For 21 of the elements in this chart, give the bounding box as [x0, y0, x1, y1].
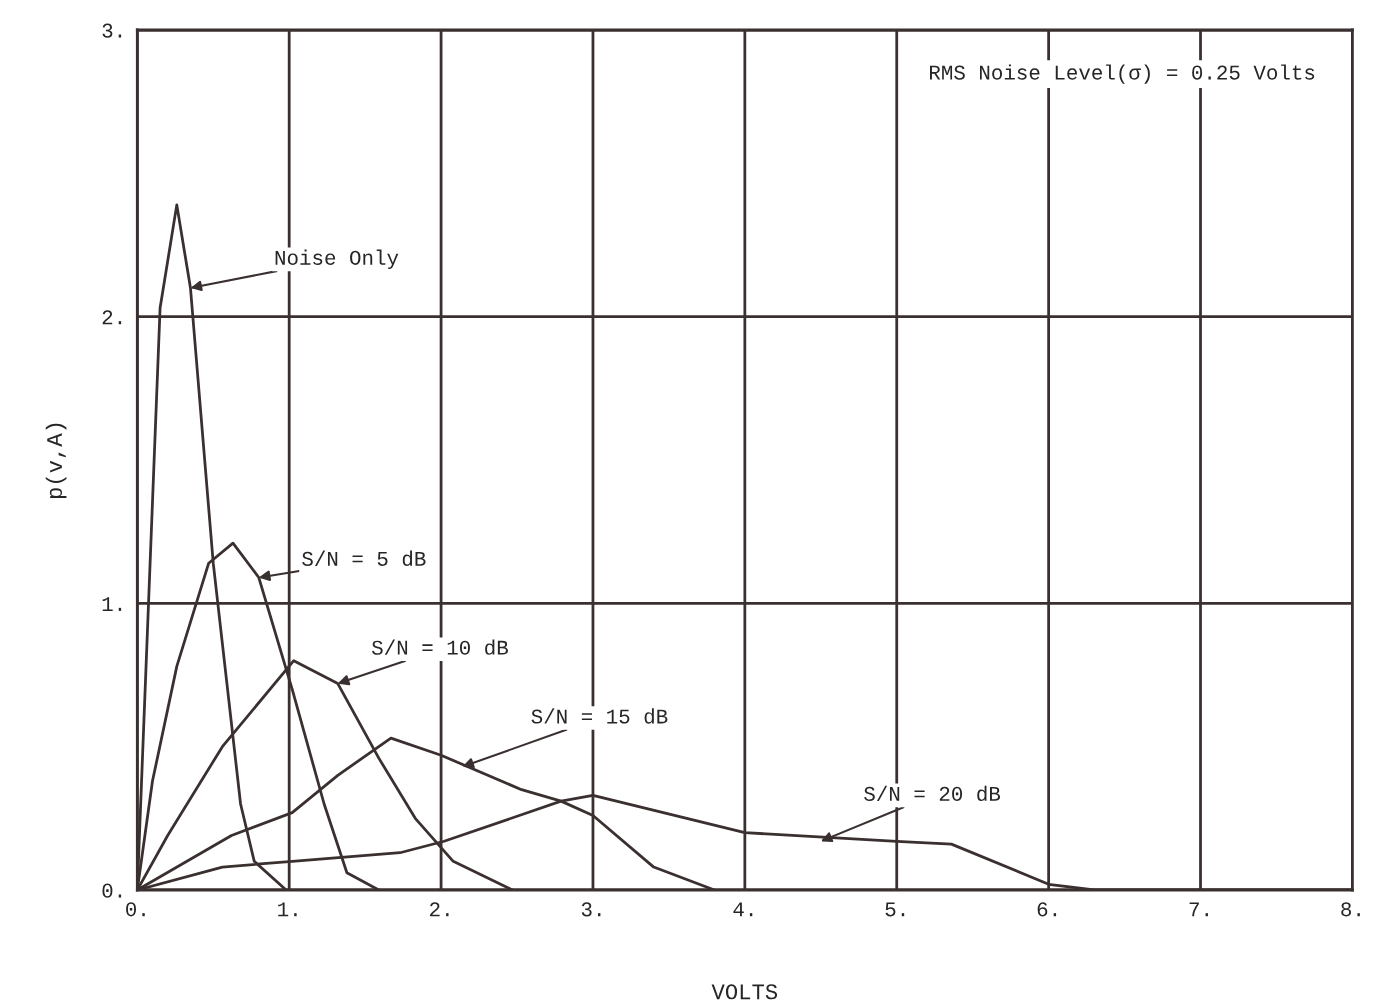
- annotation: S/N = 5 dB: [302, 550, 426, 566]
- annotation: Noise Only: [275, 249, 399, 270]
- y-tick-label: 2.: [102, 310, 122, 325]
- annotation: S/N = 20 dB: [864, 785, 1001, 802]
- x-tick-label: 7.: [1189, 902, 1208, 917]
- y-tick-label: 1.: [102, 597, 122, 611]
- x-tick-label: 3.: [581, 902, 601, 917]
- x-tick-label: 5.: [885, 902, 905, 917]
- x-tick-label: 0.: [126, 902, 145, 917]
- annotation: RMS Noise Level(σ) = 0.25 Volts: [930, 64, 1315, 84]
- annotation: S/N = 10 dB: [372, 639, 508, 655]
- annotation: S/N = 15 dB: [531, 708, 668, 724]
- x-tick-label: 4.: [733, 902, 753, 917]
- y-tick-label: 3.: [102, 23, 122, 38]
- x-tick-label: 1.: [278, 902, 297, 917]
- y-axis-title: p(v,A): [45, 423, 67, 499]
- y-tick-label: 0.: [102, 883, 122, 898]
- x-axis-title: VOLTS: [711, 984, 778, 1000]
- x-tick-label: 8.: [1341, 902, 1360, 917]
- x-tick-label: 2.: [430, 902, 449, 917]
- x-tick-label: 6.: [1037, 902, 1057, 917]
